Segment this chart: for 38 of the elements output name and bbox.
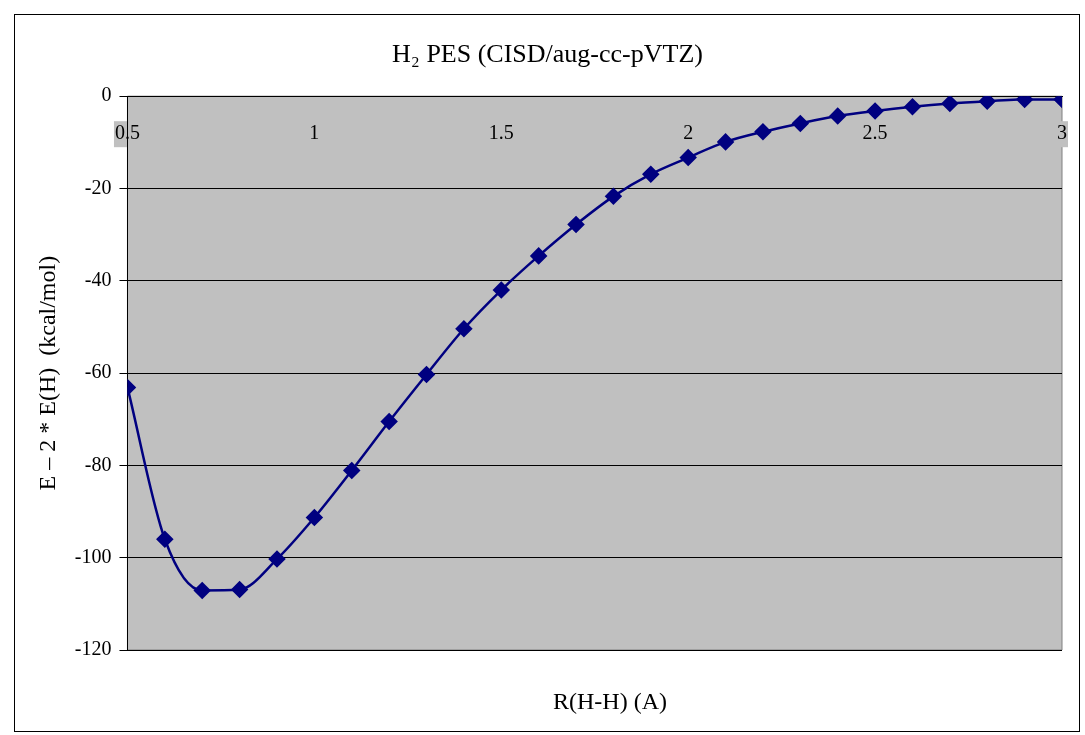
point — [455, 320, 473, 338]
point — [231, 581, 248, 598]
point — [567, 216, 585, 233]
point — [380, 413, 398, 430]
y-tick-label: -80 — [84, 452, 112, 475]
y-tick-label: -40 — [84, 268, 112, 291]
point — [156, 530, 174, 548]
point — [306, 509, 323, 526]
y-tick-label: 0 — [101, 83, 112, 106]
point — [978, 96, 996, 110]
point — [792, 115, 809, 132]
point — [642, 165, 660, 183]
point — [268, 550, 286, 568]
point — [754, 123, 772, 140]
point — [941, 96, 959, 112]
x-tick-label: 1.5 — [488, 121, 514, 144]
point — [193, 582, 211, 599]
x-axis-title: R(H-H) (A) — [552, 688, 668, 715]
point — [493, 281, 510, 299]
x-tick-label: 2 — [683, 121, 694, 144]
point — [418, 366, 435, 383]
point — [866, 102, 884, 120]
x-tick-label: 1 — [309, 121, 320, 144]
point — [829, 107, 846, 125]
chart-title: H₂ PES (CISD/aug-cc-pVTZ) — [392, 39, 703, 69]
x-tick-label: 3 — [1057, 121, 1067, 144]
y-tick-label: -120 — [74, 637, 112, 660]
point — [904, 98, 921, 116]
point — [605, 188, 622, 205]
point — [530, 247, 547, 265]
x-tick-label: 2.5 — [862, 121, 888, 144]
point — [679, 149, 697, 166]
y-tick-label: -60 — [84, 360, 112, 383]
point — [343, 462, 360, 479]
y-tick-label: -20 — [84, 175, 112, 198]
y-tick-label: -100 — [74, 544, 112, 567]
point — [717, 133, 734, 151]
y-axis-title: E – 2 * E(H) (kcal/mol) — [33, 255, 60, 491]
